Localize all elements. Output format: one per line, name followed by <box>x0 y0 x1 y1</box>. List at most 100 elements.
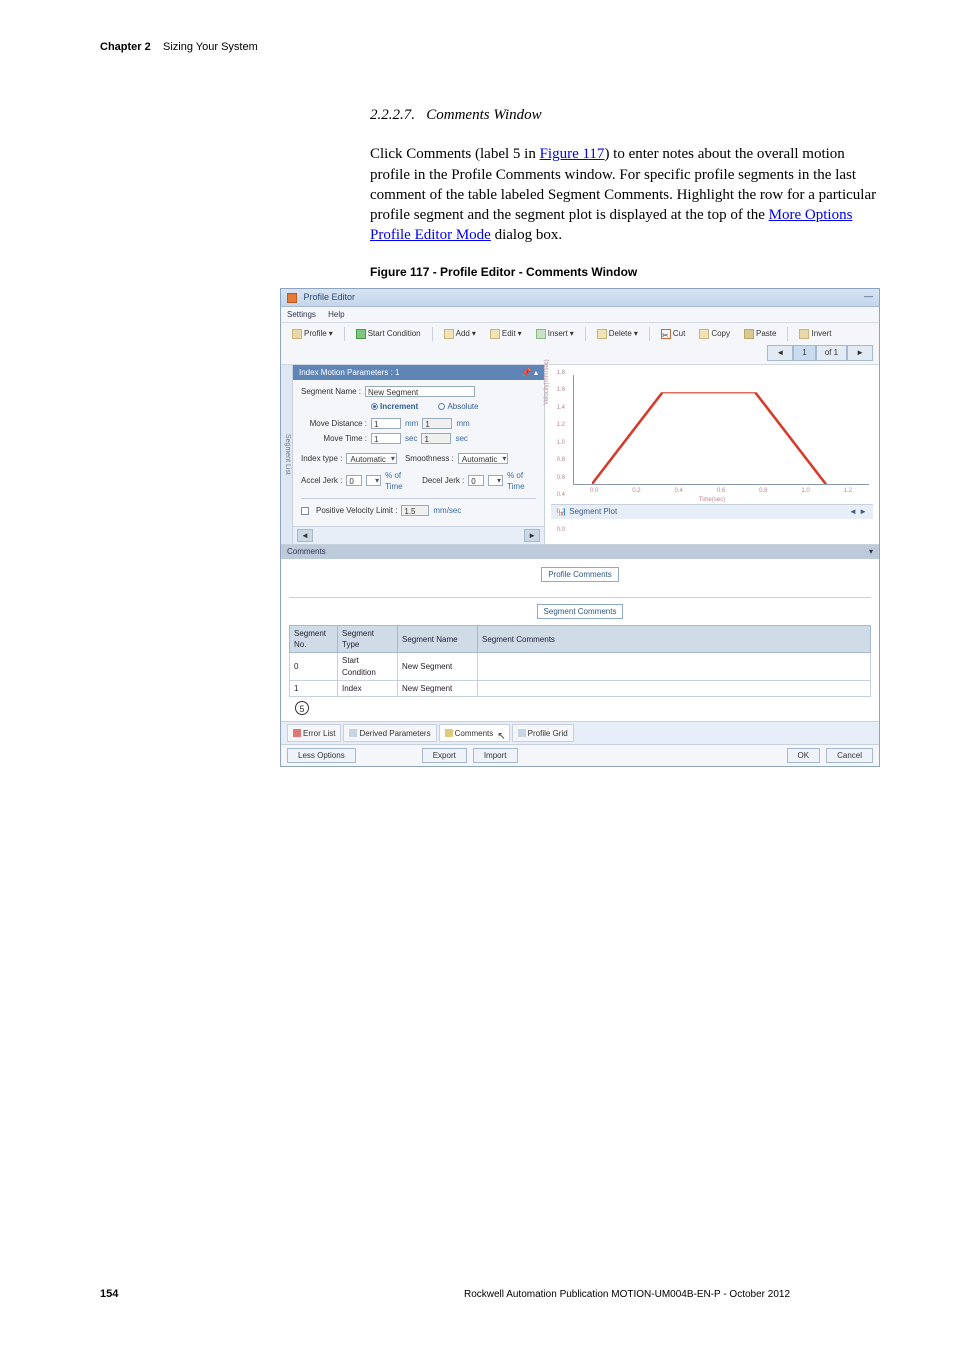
pos-vel-checkbox[interactable] <box>301 507 309 515</box>
copy-button[interactable]: Copy <box>694 326 735 341</box>
add-button[interactable]: Add ▾ <box>439 326 481 341</box>
cut-label: Cut <box>673 328 685 339</box>
comments-pin-icon[interactable]: ▾ <box>869 546 873 557</box>
increment-radio[interactable]: Increment <box>371 402 418 411</box>
table-row[interactable]: 0 Start Condition New Segment <box>290 653 871 680</box>
edit-button[interactable]: Edit ▾ <box>485 326 527 341</box>
accel-jerk-label: Accel Jerk : <box>301 475 342 486</box>
abs-distance-input: 1 <box>422 418 452 429</box>
table-row[interactable]: 1 Index New Segment <box>290 680 871 696</box>
comments-panel: Comments ▾ Profile Comments Segment Comm… <box>281 544 879 721</box>
delete-icon <box>597 329 607 339</box>
velocity-trace <box>592 392 826 483</box>
xtick: 0.2 <box>632 487 640 495</box>
decel-jerk-input[interactable]: 0 <box>468 475 484 486</box>
ytick: 0.4 <box>547 491 565 499</box>
nav-next[interactable]: ► <box>847 345 873 360</box>
cursor-icon: ↖ <box>497 730 505 744</box>
cell: Index <box>338 680 398 696</box>
figure-caption: Figure 117 - Profile Editor - Comments W… <box>370 264 884 281</box>
xtick: 1.0 <box>801 487 809 495</box>
profile-label: Profile <box>304 328 327 339</box>
window-title: Profile Editor <box>304 292 356 302</box>
profile-editor-window: Profile Editor — Settings Help Profile ▾… <box>280 288 880 767</box>
segment-name-label: Segment Name : <box>301 386 361 397</box>
absolute-radio[interactable]: Absolute <box>438 402 478 411</box>
accel-jerk-unit-select[interactable] <box>366 475 381 486</box>
cell <box>478 680 871 696</box>
section-title: Comments Window <box>426 107 541 123</box>
index-type-label: Index type : <box>301 453 342 464</box>
col-segname: Segment Name <box>398 626 478 653</box>
figure-link[interactable]: Figure 117 <box>540 146 605 162</box>
abs-time-unit: sec <box>455 433 467 444</box>
move-distance-label: Move Distance : <box>301 418 367 429</box>
x-axis-label: Time(sec) <box>551 496 873 504</box>
less-options-button[interactable]: Less Options <box>287 748 356 763</box>
params-scrollbar[interactable]: ◄ ► <box>293 526 544 544</box>
profile-comments-button[interactable]: Profile Comments <box>541 567 619 582</box>
smoothness-select[interactable]: Automatic <box>458 453 509 464</box>
invert-label: Invert <box>811 328 831 339</box>
pos-vel-label: Positive Velocity Limit : <box>316 505 397 516</box>
paste-button[interactable]: Paste <box>739 326 781 341</box>
ok-button[interactable]: OK <box>787 748 821 763</box>
pin-icon[interactable]: 📌 ▴ <box>522 367 538 378</box>
move-time-input[interactable]: 1 <box>371 433 401 444</box>
tab-comments[interactable]: Comments↖ <box>439 724 510 742</box>
pos-vel-input: 1.5 <box>401 505 429 516</box>
ytick: 1.0 <box>547 439 565 447</box>
add-label: Add <box>456 328 470 339</box>
move-distance-input[interactable]: 1 <box>371 418 401 429</box>
import-button[interactable]: Import <box>473 748 518 763</box>
xtick: 0.6 <box>717 487 725 495</box>
nav-prev[interactable]: ◄ <box>767 345 793 360</box>
profile-button[interactable]: Profile ▾ <box>287 326 338 341</box>
page-nav: ◄ 1 of 1 ► <box>767 345 873 360</box>
segment-list-rail[interactable]: Segment List <box>281 365 293 545</box>
invert-button[interactable]: Invert <box>794 326 836 341</box>
running-header: Chapter 2 Sizing Your System <box>100 40 884 55</box>
segment-comments-button[interactable]: Segment Comments <box>537 604 624 619</box>
segment-plot-bar: 📊 Segment Plot ◄ ► <box>551 504 873 518</box>
section-number: 2.2.2.7. <box>370 107 415 123</box>
segment-name-input[interactable]: New Segment <box>365 386 475 397</box>
menu-settings[interactable]: Settings <box>287 310 316 319</box>
delete-button[interactable]: Delete ▾ <box>592 326 643 341</box>
x-axis-ticks: 0.0 0.2 0.4 0.6 0.8 1.0 1.2 <box>573 487 869 495</box>
accel-jerk-input[interactable]: 0 <box>346 475 362 486</box>
tab-profile-grid[interactable]: Profile Grid <box>512 724 574 742</box>
bottom-tabs: Error List Derived Parameters Comments↖ … <box>281 721 879 744</box>
cell: New Segment <box>398 653 478 680</box>
ytick: 1.8 <box>547 369 565 377</box>
insert-button[interactable]: Insert ▾ <box>531 326 579 341</box>
pos-vel-unit: mm/sec <box>433 505 461 516</box>
ytick: 0.8 <box>547 456 565 464</box>
export-button[interactable]: Export <box>422 748 467 763</box>
move-time-label: Move Time : <box>301 433 367 444</box>
profile-icon <box>292 329 302 339</box>
play-icon <box>356 329 366 339</box>
move-distance-unit: mm <box>405 418 418 429</box>
cancel-button[interactable]: Cancel <box>826 748 873 763</box>
app-icon <box>287 293 297 303</box>
start-condition-button[interactable]: Start Condition <box>351 326 426 341</box>
para-text-1: Click Comments (label 5 in <box>370 146 540 162</box>
minimize-icon[interactable]: — <box>864 290 873 303</box>
cut-icon: ✂ <box>661 329 671 339</box>
tab-label: Comments <box>455 728 494 739</box>
index-type-select[interactable]: Automatic <box>346 453 397 464</box>
decel-jerk-label: Decel Jerk : <box>422 475 464 486</box>
page-footer: 154 Rockwell Automation Publication MOTI… <box>100 1287 884 1322</box>
velocity-plot <box>573 375 869 485</box>
chapter-label: Chapter 2 <box>100 41 151 53</box>
invert-icon <box>799 329 809 339</box>
tab-derived[interactable]: Derived Parameters <box>343 724 436 742</box>
cut-button[interactable]: ✂Cut <box>656 326 690 341</box>
decel-jerk-unit-select[interactable] <box>488 475 503 486</box>
menu-help[interactable]: Help <box>328 310 344 319</box>
comments-icon <box>445 729 453 737</box>
accel-jerk-unit: % of Time <box>385 470 414 492</box>
comments-header-label: Comments <box>287 546 326 557</box>
tab-error-list[interactable]: Error List <box>287 724 341 742</box>
